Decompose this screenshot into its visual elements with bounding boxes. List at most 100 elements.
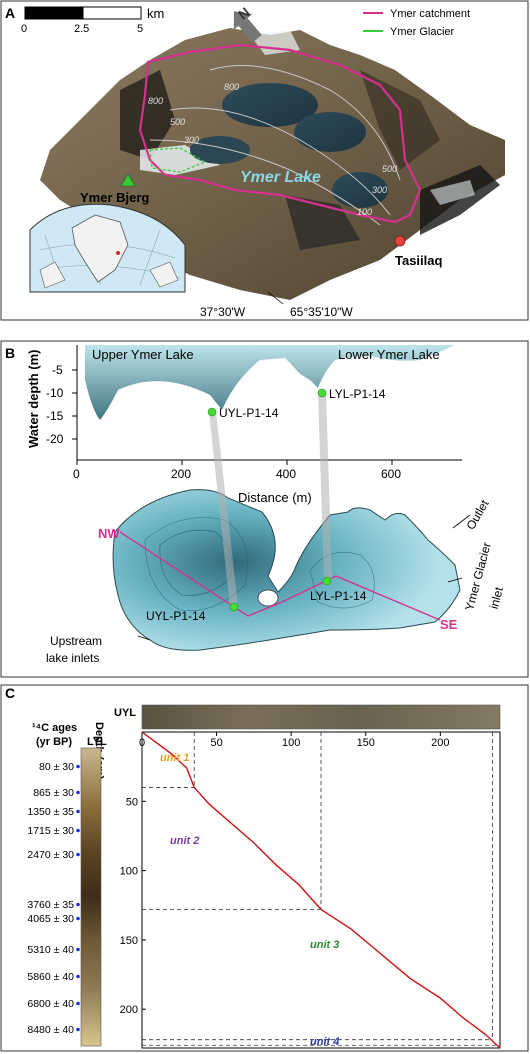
lake-label: Ymer Lake (240, 169, 321, 186)
legend: Ymer catchment Ymer Glacier (363, 8, 470, 38)
greenland-inset-map (29, 203, 186, 293)
y-tick: -20 (46, 432, 64, 446)
age-label: 865 ± 30 (33, 787, 74, 799)
contour-label: 300 (372, 185, 387, 195)
depth-profile (85, 345, 455, 420)
age-label: 6800 ± 40 (27, 998, 74, 1010)
legend-label: Ymer catchment (390, 8, 470, 20)
y-tick: -15 (46, 409, 64, 423)
y-tick: 100 (120, 866, 138, 878)
scale-bar: km 0 2.5 5 (21, 6, 164, 35)
x-tick: 200 (171, 467, 191, 481)
longitude-label: 65°35'10"W (290, 305, 353, 319)
glacier-inlet-label: inlet (487, 585, 506, 611)
y-axis: -5 -10 -15 -20 (46, 363, 77, 446)
age-header: ¹⁴C ages (32, 722, 77, 734)
unit-label: unit 4 (310, 1036, 339, 1048)
uyl-core-image (141, 704, 501, 730)
age-tie-dot (76, 790, 80, 795)
panel-letter: A (5, 5, 15, 21)
age-tie-dot (76, 947, 80, 952)
age-header: (yr BP) (36, 736, 72, 748)
core-marker (322, 576, 332, 586)
north-arrow-icon (233, 11, 262, 43)
x-axis: 0 200 400 600 (73, 460, 401, 481)
y-tick: 50 (126, 796, 138, 808)
svg-text:km: km (147, 6, 164, 21)
age-tie-dot (76, 902, 80, 907)
age-label: 1350 ± 35 (27, 806, 74, 818)
core-label: LYL-P1-14 (329, 387, 386, 401)
lower-lake-label: Lower Ymer Lake (338, 347, 440, 362)
age-label: 8480 ± 40 (27, 1024, 74, 1036)
upper-lake-label: Upper Ymer Lake (92, 347, 194, 362)
age-label: 4065 ± 30 (27, 913, 74, 925)
contour-label: 300 (184, 135, 199, 145)
x-tick: 400 (276, 467, 296, 481)
contour-label: 800 (148, 96, 163, 106)
contour-label: 800 (224, 82, 239, 92)
x-tick: 50 (210, 737, 222, 749)
age-label: 1715 ± 30 (27, 825, 74, 837)
age-tie-dot (76, 809, 80, 814)
upstream-label: lake inlets (46, 651, 99, 665)
panel-c: C ¹⁴C ages (yr BP) LYL Depth (cm) UYL 80… (0, 684, 529, 1052)
longitude-label: 37°30'W (200, 305, 246, 319)
panel-a: 800 500 800 300 500 300 100 Ymer Lake Ym… (0, 0, 529, 321)
peak-marker (120, 173, 136, 187)
x-tick: 0 (139, 737, 145, 749)
y-tick: 200 (120, 1004, 138, 1016)
age-tie-dot (76, 828, 80, 833)
peak-label: Ymer Bjerg (80, 190, 149, 205)
se-label: SE (440, 617, 458, 632)
uyl-label: UYL (114, 707, 136, 719)
age-tie-dot (76, 852, 80, 857)
depth-correlation-curve (141, 731, 501, 1049)
contour-label: 500 (170, 117, 185, 127)
age-depth-chart: 0 50 100 150 200 50 100 150 200 unit 1 unit 2 unit … (120, 731, 501, 1049)
contour-label: 500 (382, 164, 397, 174)
age-tie-dot (76, 1001, 80, 1006)
upstream-label: Upstream (50, 634, 102, 648)
age-label: 3760 ± 35 (27, 899, 74, 911)
panel-letter: C (5, 685, 15, 701)
core-marker (317, 388, 327, 398)
x-tick: 100 (282, 737, 300, 749)
age-tie-dot (76, 764, 80, 769)
contour-label: 100 (357, 207, 372, 217)
age-label: 5310 ± 40 (27, 944, 74, 956)
age-label: 80 ± 30 (39, 761, 74, 773)
core-label: UYL-P1-14 (146, 609, 206, 623)
svg-text:0: 0 (21, 23, 27, 35)
x-tick: 0 (73, 467, 80, 481)
unit-label: unit 2 (170, 835, 199, 847)
y-axis-label: Water depth (m) (26, 350, 41, 448)
y-tick: -5 (52, 363, 63, 377)
nw-label: NW (98, 526, 120, 541)
x-tick: 600 (381, 467, 401, 481)
age-tie-dot (76, 1027, 80, 1032)
town-marker (394, 235, 406, 247)
x-axis-label: Distance (m) (238, 490, 312, 505)
unit-label: unit 3 (310, 939, 339, 951)
core-marker (229, 602, 239, 612)
panel-letter: B (5, 345, 15, 361)
age-list: 80 ± 30 865 ± 30 1350 ± 35 1715 ± 30 2470 ± … (27, 761, 80, 1036)
x-tick: 200 (431, 737, 449, 749)
age-label: 2470 ± 30 (27, 849, 74, 861)
svg-text:5: 5 (137, 23, 143, 35)
catchment-boundary (138, 43, 422, 224)
transect-line (119, 531, 441, 621)
legend-label: Ymer Glacier (390, 26, 455, 38)
y-tick: 150 (120, 935, 138, 947)
age-tie-dot (76, 974, 80, 979)
unit-label: unit 1 (160, 752, 189, 764)
town-label: Tasiilaq (395, 253, 443, 268)
core-marker (207, 407, 217, 417)
svg-text:2.5: 2.5 (74, 23, 89, 35)
core-label: UYL-P1-14 (219, 406, 279, 420)
age-label: 5860 ± 40 (27, 971, 74, 983)
glacier-outline (149, 147, 207, 173)
core-label: LYL-P1-14 (310, 589, 367, 603)
lyl-core-image (80, 747, 102, 1047)
